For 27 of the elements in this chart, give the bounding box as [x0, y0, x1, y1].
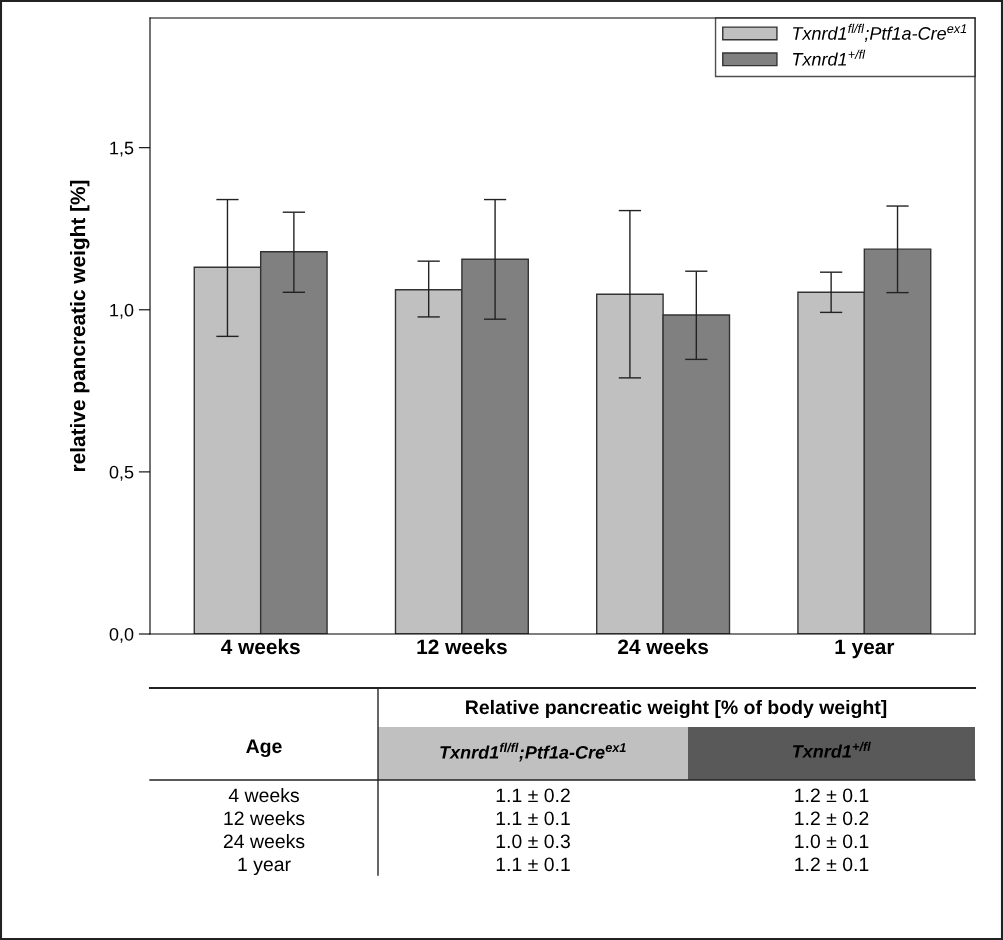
x-tick-label: 1 year	[835, 639, 895, 659]
y-tick-label: 0,0	[109, 627, 134, 643]
text: Txnrd1$^{fl/fl}$;Ptf1a-Cre$^{ex1}$	[440, 742, 626, 762]
y-tick-label: 0,5	[109, 465, 134, 481]
text: 1.1 ± 0.1	[496, 857, 570, 872]
text: 1.1 ± 0.2	[496, 788, 570, 803]
x-tick-label: 4 weeks	[221, 638, 300, 655]
text: 1.2 ± 0.2	[795, 811, 869, 826]
text: 1.0 ± 0.1	[795, 834, 869, 849]
text: 1.2 ± 0.1	[795, 788, 869, 803]
text: Txnrd1$^{+/fl}$	[792, 741, 871, 758]
text: 1.0 ± 0.3	[496, 834, 570, 849]
category-label: 4 weeks	[228, 787, 299, 803]
x-tick-label: 12 weeks	[417, 638, 507, 655]
category-label: 12 weeks	[224, 810, 305, 826]
x-tick-label: 24 weeks	[618, 638, 709, 655]
text: 1.1 ± 0.1	[496, 811, 570, 826]
category-label: 1 year	[238, 857, 291, 876]
text: 1.2 ± 0.1	[795, 857, 869, 872]
y-tick-label: 1,0	[110, 303, 134, 319]
legend-label: Txnrd1$^{+/fl}$	[793, 49, 866, 66]
text: Relative pancreatic weight [% of body weight]	[466, 699, 887, 719]
category-label: 24 weeks	[223, 833, 305, 849]
text: Age	[246, 739, 282, 758]
y-axis-title: relative pancreatic weight [%]	[69, 180, 90, 472]
legend-label: Txnrd1$^{fl/fl}$;Ptf1a-Cre$^{ex1}$	[793, 23, 967, 42]
y-tick-label: 1,5	[110, 141, 134, 157]
